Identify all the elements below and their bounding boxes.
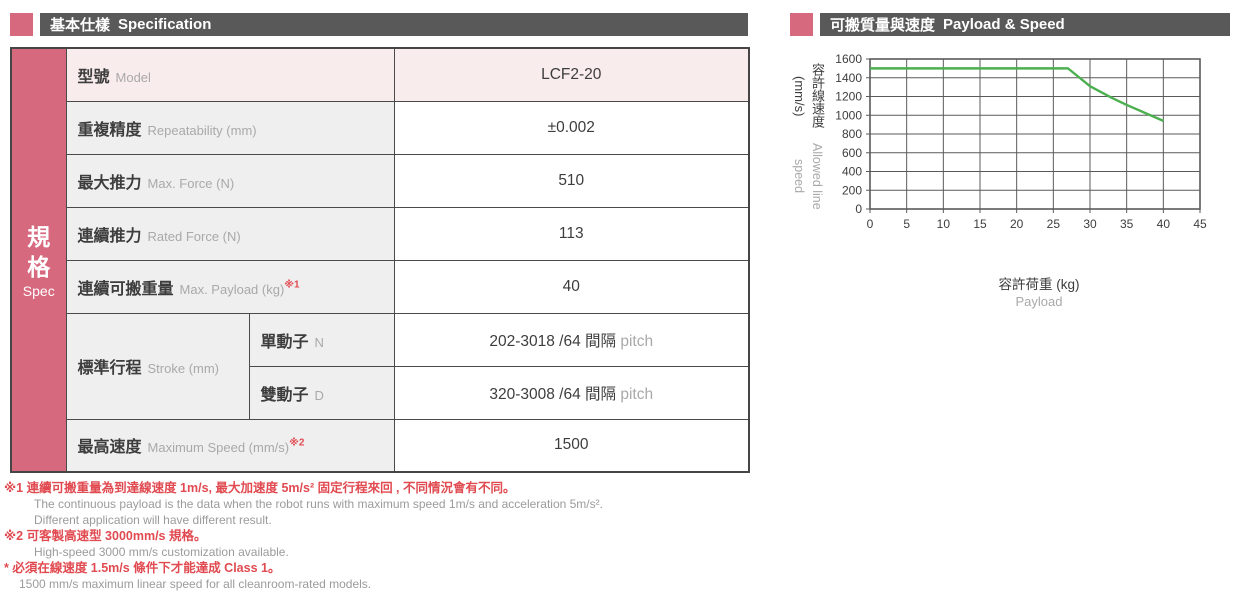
footnote-ref-1: ※1 <box>284 279 300 291</box>
spec-label-cell: 重複精度 Repeatability (mm) <box>65 100 395 155</box>
y-axis-title: 容許線速度 (mm/s) Allowed line speed <box>790 55 826 215</box>
table-row-rated-force: 連續推力 Rated Force (N) 113 <box>11 206 750 261</box>
spec-value-cell: 320-3008 /64 間隔 pitch <box>393 365 750 420</box>
spec-value-cell: 113 <box>393 206 750 261</box>
footnotes: ※1 連續可搬重量為到達線速度 1m/s, 最大加速度 5m/s² 固定行程來回… <box>4 480 748 592</box>
spec-side-label-zh: 規 格 <box>27 223 51 280</box>
svg-text:10: 10 <box>937 217 951 231</box>
spec-value-cell: LCF2-20 <box>393 47 750 102</box>
spec-value-cell: 510 <box>393 153 750 208</box>
svg-text:1000: 1000 <box>835 108 862 122</box>
svg-text:400: 400 <box>842 165 862 179</box>
svg-text:1200: 1200 <box>835 90 862 104</box>
spec-header-accent <box>10 13 33 36</box>
table-row-stroke-double: 雙動子 D 320-3008 /64 間隔 pitch <box>11 365 750 420</box>
spec-side-label: 規 格 Spec <box>10 47 67 473</box>
spec-header-title-zh: 基本仕樣 <box>50 17 111 34</box>
footnote-ref-2: ※2 <box>289 437 305 449</box>
svg-text:0: 0 <box>855 202 862 216</box>
payload-speed-chart: 容許線速度 (mm/s) Allowed line speed 0 5 10 15 20 2… <box>790 51 1230 309</box>
payload-header-title-en: Payload & Speed <box>943 16 1065 33</box>
footnote-line: ※2 可客製高速型 3000mm/s 規格。 <box>4 529 207 543</box>
spec-label-cell-stroke: 標準行程 Stroke (mm) <box>65 312 250 420</box>
svg-text:5: 5 <box>903 217 910 231</box>
table-row-max-force: 最大推力 Max. Force (N) 510 <box>11 153 750 208</box>
svg-text:45: 45 <box>1193 217 1207 231</box>
svg-text:1400: 1400 <box>835 71 862 85</box>
svg-text:600: 600 <box>842 146 862 160</box>
x-axis-title-zh: 容許荷重 (kg) <box>998 277 1080 292</box>
x-axis-title-en: Payload <box>1015 294 1063 309</box>
table-row-model: 規 格 Spec 型號 Model LCF2-20 <box>10 47 750 473</box>
svg-text:15: 15 <box>973 217 987 231</box>
footnote-line: High-speed 3000 mm/s customization avail… <box>34 545 289 559</box>
spec-label-cell: 最高速度 Maximum Speed (mm/s)※2 <box>65 418 395 473</box>
spec-label-cell: 最大推力 Max. Force (N) <box>65 153 395 208</box>
x-axis-title: 容許荷重 (kg) Payload <box>874 273 1204 309</box>
footnote-line: Different application will have differen… <box>34 513 272 527</box>
footnote-line: * 必須在線速度 1.5m/s 條件下才能達成 Class 1。 <box>4 561 281 575</box>
payload-section: 可搬質量與速度 Payload & Speed 容許線速度 (mm/s) Allo… <box>790 13 1230 309</box>
table-row-max-payload: 連續可搬重量 Max. Payload (kg)※1 40 <box>11 259 750 314</box>
spec-value-cell: 1500 <box>393 418 750 473</box>
spec-section: 基本仕樣 Specification 規 格 Spec 型號 Model LC <box>4 13 750 592</box>
spec-label-cell: 連續可搬重量 Max. Payload (kg)※1 <box>65 259 395 314</box>
spec-side-label-en: Spec <box>22 282 55 299</box>
spec-sublabel-cell: 雙動子 D <box>248 365 395 420</box>
footnote-line: ※1 連續可搬重量為到達線速度 1m/s, 最大加速度 5m/s² 固定行程來回… <box>4 481 516 495</box>
spec-value-cell: 202-3018 /64 間隔 pitch <box>393 312 750 367</box>
spec-sublabel-cell: 單動子 N <box>248 312 395 367</box>
spec-value-cell: ±0.002 <box>393 100 750 155</box>
svg-text:0: 0 <box>867 217 874 231</box>
footnote-line: 1500 mm/s maximum linear speed for all c… <box>19 577 372 591</box>
spec-table: 規 格 Spec 型號 Model LCF2-20 重複精度 Repeatabili… <box>10 47 750 473</box>
svg-text:20: 20 <box>1010 217 1024 231</box>
payload-header-accent <box>790 13 813 36</box>
spec-header-bar: 基本仕樣 Specification <box>40 13 748 36</box>
payload-header-title-zh: 可搬質量與速度 <box>830 17 936 34</box>
spec-label-cell: 型號 Model <box>65 47 395 102</box>
y-axis-title-en: Allowed line speed <box>792 142 824 210</box>
payload-section-header: 可搬質量與速度 Payload & Speed <box>790 13 1230 36</box>
svg-text:200: 200 <box>842 183 862 197</box>
spec-section-header: 基本仕樣 Specification <box>10 13 748 36</box>
svg-text:25: 25 <box>1047 217 1061 231</box>
table-row-stroke-single: 標準行程 Stroke (mm) 單動子 N 202-3018 /64 間隔 pit… <box>11 312 750 420</box>
svg-text:40: 40 <box>1157 217 1171 231</box>
spec-value-cell: 40 <box>393 259 750 314</box>
payload-header-bar: 可搬質量與速度 Payload & Speed <box>820 13 1230 36</box>
chart-plot: 0 5 10 15 20 25 30 35 40 45 0 200 400 600 800 1000 1200 1… <box>835 52 1207 231</box>
svg-text:30: 30 <box>1083 217 1097 231</box>
footnote-line: The continuous payload is the data when … <box>34 497 603 511</box>
svg-text:800: 800 <box>842 127 862 141</box>
svg-text:1600: 1600 <box>835 52 862 66</box>
spec-header-title-en: Specification <box>118 16 212 33</box>
svg-text:35: 35 <box>1120 217 1134 231</box>
y-axis-title-zh: 容許線速度 (mm/s) <box>792 63 825 129</box>
spec-label-cell: 連續推力 Rated Force (N) <box>65 206 395 261</box>
table-row-repeatability: 重複精度 Repeatability (mm) ±0.002 <box>11 100 750 155</box>
table-row-max-speed: 最高速度 Maximum Speed (mm/s)※2 1500 <box>11 418 750 473</box>
